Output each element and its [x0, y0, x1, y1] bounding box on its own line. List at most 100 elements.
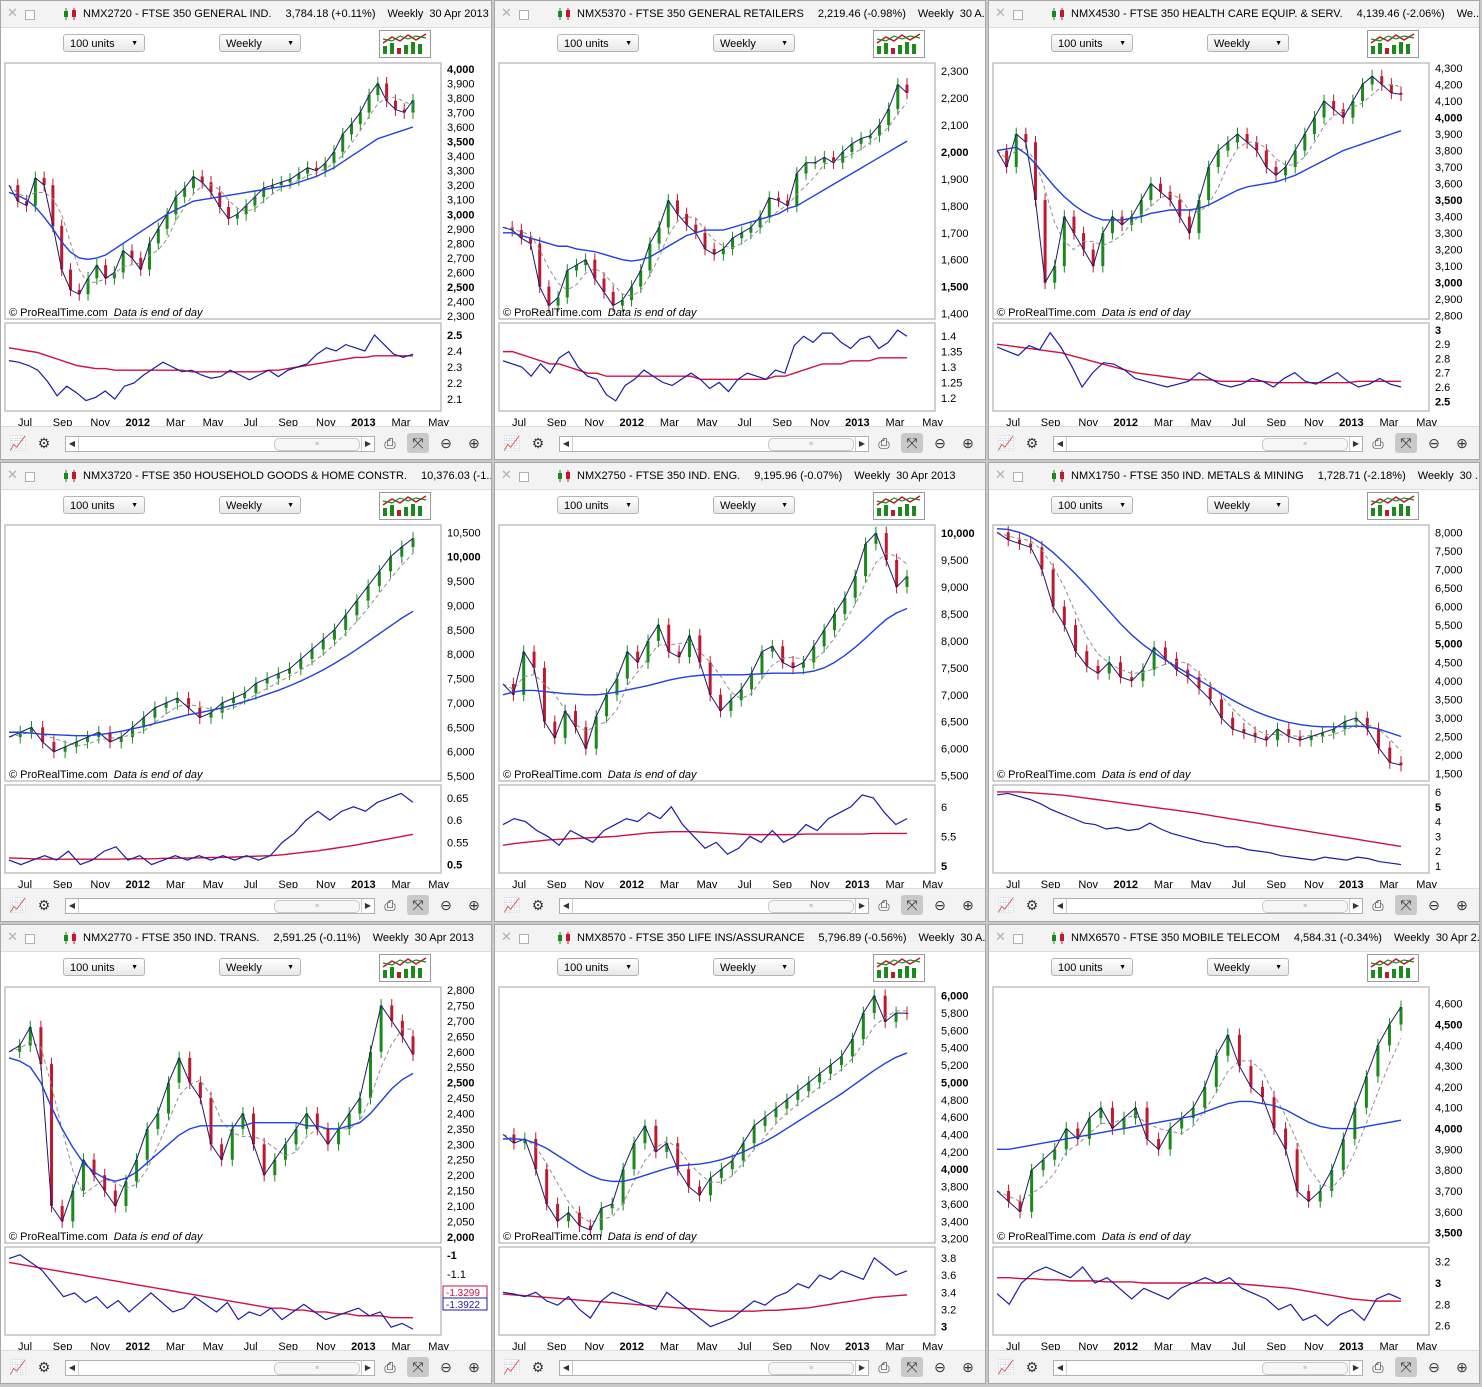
indicator-settings-icon[interactable]: ⚙	[531, 1359, 545, 1375]
drawing-tools-icon[interactable]: 📈	[9, 1359, 27, 1375]
indicators-button[interactable]	[873, 30, 925, 58]
drawing-tools-icon[interactable]: 📈	[9, 897, 27, 913]
close-icon[interactable]: ✕	[501, 467, 512, 482]
window-titlebar[interactable]: ✕ NMX3720 - FTSE 350 HOUSEHOLD GOODS & HO…	[1, 463, 491, 490]
zoom-out-icon[interactable]: ⊖	[1428, 435, 1440, 451]
indicator-settings-icon[interactable]: ⚙	[37, 1359, 51, 1375]
close-icon[interactable]: ✕	[995, 467, 1006, 482]
time-scrollbar[interactable]: ◀ ≡ ▶	[559, 1360, 869, 1376]
close-icon[interactable]: ✕	[7, 5, 18, 20]
chart-window[interactable]: ✕ NMX4530 - FTSE 350 HEALTH CARE EQUIP. &…	[988, 0, 1480, 460]
units-dropdown[interactable]: 100 units ▼	[63, 34, 145, 52]
time-scrollbar[interactable]: ◀ ≡ ▶	[559, 436, 869, 452]
scroll-thumb[interactable]: ≡	[274, 1362, 360, 1375]
drawing-tools-icon[interactable]: 📈	[997, 1359, 1015, 1375]
print-icon[interactable]: ⎙	[1372, 897, 1384, 913]
units-dropdown[interactable]: 100 units ▼	[63, 958, 145, 976]
zoom-in-icon[interactable]: ⊕	[962, 1359, 974, 1375]
chart-window[interactable]: ✕ NMX1750 - FTSE 350 IND. METALS & MINING…	[988, 462, 1480, 922]
window-titlebar[interactable]: ✕ NMX1750 - FTSE 350 IND. METALS & MINING…	[989, 463, 1479, 490]
zoom-fit-icon[interactable]: ⤧	[407, 1357, 429, 1377]
time-scrollbar[interactable]: ◀ ≡ ▶	[1053, 436, 1363, 452]
chart-window[interactable]: ✕ NMX2770 - FTSE 350 IND. TRANS. 2,591.25 …	[0, 924, 492, 1384]
maximize-icon[interactable]	[25, 472, 35, 482]
units-dropdown[interactable]: 100 units ▼	[557, 34, 639, 52]
scroll-left-icon[interactable]: ◀	[66, 437, 79, 451]
indicators-button[interactable]	[1367, 30, 1419, 58]
chart-area[interactable]: 2,800 2,750 2,700 2,650 2,600 2,550 2,500 2,450…	[1, 983, 491, 1353]
indicator-settings-icon[interactable]: ⚙	[37, 435, 51, 451]
close-icon[interactable]: ✕	[7, 929, 18, 944]
scroll-right-icon[interactable]: ▶	[1349, 899, 1362, 913]
print-icon[interactable]: ⎙	[878, 897, 890, 913]
close-icon[interactable]: ✕	[995, 5, 1006, 20]
scroll-right-icon[interactable]: ▶	[855, 437, 868, 451]
chart-area[interactable]: 4,300 4,200 4,100 4,000 3,900 3,800 3,700 3,600…	[989, 59, 1479, 429]
scroll-right-icon[interactable]: ▶	[1349, 437, 1362, 451]
zoom-out-icon[interactable]: ⊖	[440, 1359, 452, 1375]
scroll-right-icon[interactable]: ▶	[855, 899, 868, 913]
scroll-right-icon[interactable]: ▶	[361, 1361, 374, 1375]
units-dropdown[interactable]: 100 units ▼	[1051, 496, 1133, 514]
zoom-fit-icon[interactable]: ⤧	[901, 433, 923, 453]
scroll-thumb[interactable]: ≡	[1262, 438, 1348, 451]
drawing-tools-icon[interactable]: 📈	[997, 897, 1015, 913]
zoom-in-icon[interactable]: ⊕	[468, 435, 480, 451]
time-scrollbar[interactable]: ◀ ≡ ▶	[559, 898, 869, 914]
zoom-in-icon[interactable]: ⊕	[468, 1359, 480, 1375]
print-icon[interactable]: ⎙	[878, 435, 890, 451]
chart-area[interactable]: 8,000 7,500 7,000 6,500 6,000 5,500 5,000 4,500…	[989, 521, 1479, 891]
chart-area[interactable]: 6,000 5,800 5,600 5,400 5,200 5,000 4,800 4,600…	[495, 983, 985, 1353]
zoom-fit-icon[interactable]: ⤧	[1395, 433, 1417, 453]
drawing-tools-icon[interactable]: 📈	[997, 435, 1015, 451]
zoom-out-icon[interactable]: ⊖	[934, 1359, 946, 1375]
scroll-thumb[interactable]: ≡	[1262, 900, 1348, 913]
zoom-in-icon[interactable]: ⊕	[1456, 897, 1468, 913]
zoom-fit-icon[interactable]: ⤧	[901, 895, 923, 915]
maximize-icon[interactable]	[519, 934, 529, 944]
indicator-settings-icon[interactable]: ⚙	[1025, 897, 1039, 913]
drawing-tools-icon[interactable]: 📈	[9, 435, 27, 451]
print-icon[interactable]: ⎙	[1372, 435, 1384, 451]
close-icon[interactable]: ✕	[501, 929, 512, 944]
indicator-settings-icon[interactable]: ⚙	[531, 897, 545, 913]
scroll-thumb[interactable]: ≡	[768, 438, 854, 451]
close-icon[interactable]: ✕	[7, 467, 18, 482]
zoom-in-icon[interactable]: ⊕	[1456, 435, 1468, 451]
scroll-left-icon[interactable]: ◀	[560, 1361, 573, 1375]
units-dropdown[interactable]: 100 units ▼	[1051, 34, 1133, 52]
scroll-left-icon[interactable]: ◀	[560, 899, 573, 913]
zoom-fit-icon[interactable]: ⤧	[407, 433, 429, 453]
scroll-right-icon[interactable]: ▶	[361, 899, 374, 913]
zoom-fit-icon[interactable]: ⤧	[407, 895, 429, 915]
indicator-settings-icon[interactable]: ⚙	[531, 435, 545, 451]
print-icon[interactable]: ⎙	[878, 1359, 890, 1375]
timeframe-dropdown[interactable]: Weekly ▼	[713, 958, 795, 976]
maximize-icon[interactable]	[25, 934, 35, 944]
zoom-in-icon[interactable]: ⊕	[962, 897, 974, 913]
maximize-icon[interactable]	[1013, 934, 1023, 944]
chart-window[interactable]: ✕ NMX8570 - FTSE 350 LIFE INS/ASSURANCE 5,…	[494, 924, 986, 1384]
indicators-button[interactable]	[873, 954, 925, 982]
zoom-out-icon[interactable]: ⊖	[1428, 1359, 1440, 1375]
chart-area[interactable]: 10,500 10,000 9,500 9,000 8,500 8,000 7,500 7,0…	[1, 521, 491, 891]
scroll-left-icon[interactable]: ◀	[1054, 1361, 1067, 1375]
drawing-tools-icon[interactable]: 📈	[503, 435, 521, 451]
units-dropdown[interactable]: 100 units ▼	[557, 958, 639, 976]
chart-area[interactable]: 10,000 9,500 9,000 8,500 8,000 7,500 7,000 6,50…	[495, 521, 985, 891]
window-titlebar[interactable]: ✕ NMX6570 - FTSE 350 MOBILE TELECOM 4,584.…	[989, 925, 1479, 952]
scroll-right-icon[interactable]: ▶	[855, 1361, 868, 1375]
indicators-button[interactable]	[1367, 954, 1419, 982]
maximize-icon[interactable]	[519, 10, 529, 20]
zoom-out-icon[interactable]: ⊖	[1428, 897, 1440, 913]
window-titlebar[interactable]: ✕ NMX2720 - FTSE 350 GENERAL IND. 3,784.18…	[1, 1, 491, 28]
drawing-tools-icon[interactable]: 📈	[503, 1359, 521, 1375]
window-titlebar[interactable]: ✕ NMX8570 - FTSE 350 LIFE INS/ASSURANCE 5,…	[495, 925, 985, 952]
time-scrollbar[interactable]: ◀ ≡ ▶	[1053, 898, 1363, 914]
chart-window[interactable]: ✕ NMX3720 - FTSE 350 HOUSEHOLD GOODS & HO…	[0, 462, 492, 922]
print-icon[interactable]: ⎙	[384, 897, 396, 913]
scroll-left-icon[interactable]: ◀	[1054, 899, 1067, 913]
window-titlebar[interactable]: ✕ NMX5370 - FTSE 350 GENERAL RETAILERS 2,2…	[495, 1, 985, 28]
window-titlebar[interactable]: ✕ NMX2770 - FTSE 350 IND. TRANS. 2,591.25 …	[1, 925, 491, 952]
chart-area[interactable]: 4,600 4,500 4,400 4,300 4,200 4,100 4,000 3,900…	[989, 983, 1479, 1353]
